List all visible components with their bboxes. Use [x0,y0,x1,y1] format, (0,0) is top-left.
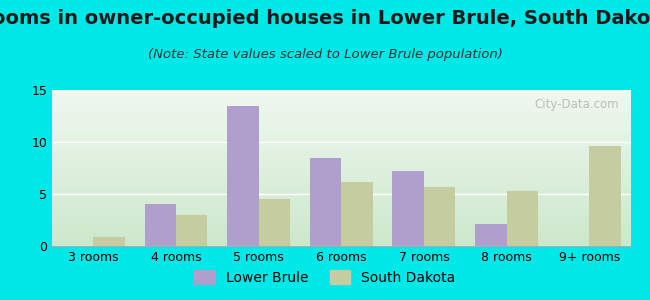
Text: Rooms in owner-occupied houses in Lower Brule, South Dakota: Rooms in owner-occupied houses in Lower … [0,9,650,28]
Bar [227,106,259,246]
Bar [341,182,372,246]
Bar [424,187,455,246]
Text: (Note: State values scaled to Lower Brule population): (Note: State values scaled to Lower Brul… [148,48,502,61]
Bar [475,224,506,246]
Bar [94,237,125,246]
Bar [176,215,207,246]
Bar [144,204,176,246]
Bar [393,171,424,246]
Bar [259,199,290,246]
Text: City-Data.com: City-Data.com [534,98,619,111]
Bar [310,158,341,246]
Bar [506,191,538,246]
Legend: Lower Brule, South Dakota: Lower Brule, South Dakota [188,264,462,290]
Bar [589,146,621,246]
